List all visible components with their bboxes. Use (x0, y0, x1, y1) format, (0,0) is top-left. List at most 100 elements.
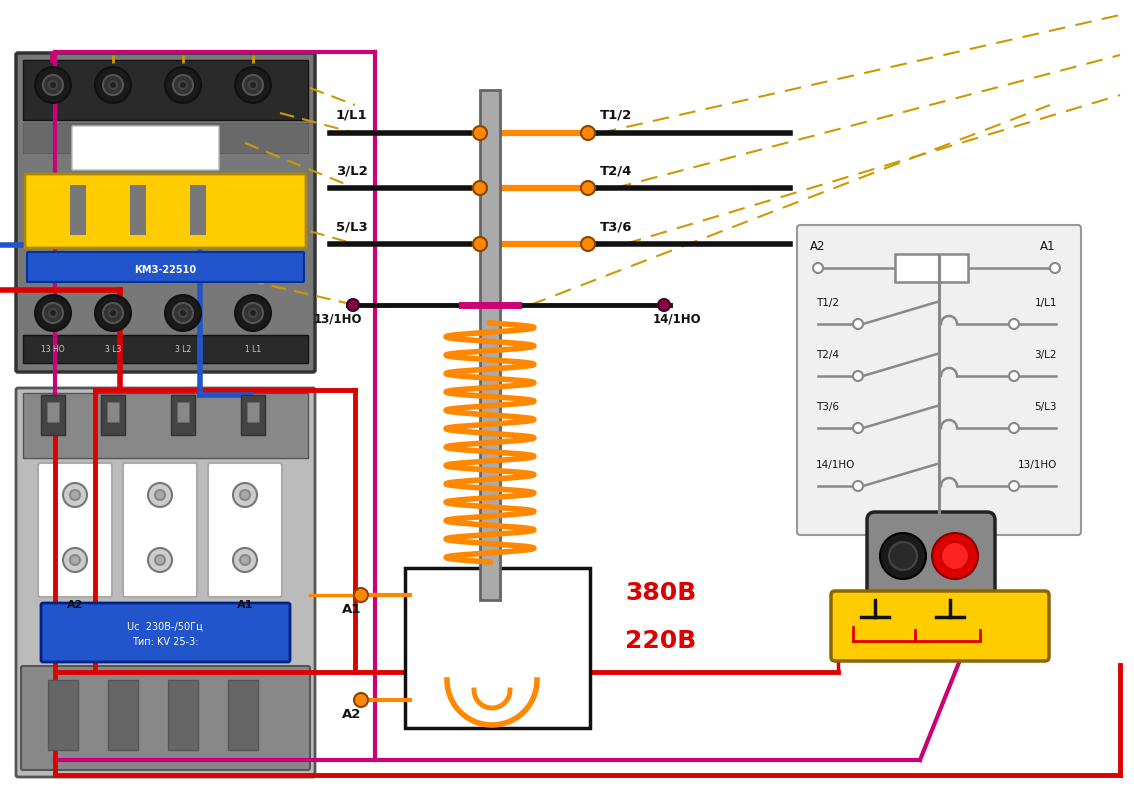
FancyBboxPatch shape (71, 126, 219, 170)
Bar (168, 680, 198, 750)
FancyBboxPatch shape (868, 512, 995, 600)
Circle shape (49, 81, 57, 89)
Circle shape (1009, 319, 1019, 329)
Circle shape (166, 67, 201, 103)
Circle shape (1009, 371, 1019, 381)
Text: T2/4: T2/4 (600, 164, 633, 177)
Circle shape (35, 295, 71, 331)
Circle shape (35, 67, 71, 103)
Text: 14/1HO: 14/1HO (816, 460, 855, 470)
Circle shape (235, 295, 271, 331)
Bar (70, 185, 86, 235)
Text: A2: A2 (342, 708, 362, 721)
Circle shape (347, 299, 359, 311)
Text: A1: A1 (1040, 240, 1055, 253)
Text: Uc  230B-/50Гц: Uc 230B-/50Гц (127, 622, 203, 632)
Circle shape (354, 588, 369, 602)
Circle shape (95, 295, 132, 331)
Circle shape (43, 303, 64, 323)
Circle shape (95, 67, 132, 103)
Bar (108, 680, 138, 750)
Circle shape (853, 319, 863, 329)
Bar (895, 254, 968, 282)
Circle shape (853, 481, 863, 491)
Text: T2/4: T2/4 (816, 350, 839, 360)
Circle shape (1009, 423, 1019, 433)
Text: 13/1HO: 13/1HO (1017, 460, 1057, 470)
Text: 3 L3: 3 L3 (104, 346, 121, 354)
FancyBboxPatch shape (122, 463, 197, 597)
Bar (242, 395, 265, 435)
Bar (130, 185, 146, 235)
Circle shape (109, 81, 117, 89)
Text: 14/1HO: 14/1HO (653, 312, 701, 325)
FancyBboxPatch shape (25, 174, 306, 248)
Circle shape (43, 75, 64, 95)
Text: 3 L2: 3 L2 (175, 346, 192, 354)
Text: 5/L3: 5/L3 (1034, 402, 1057, 412)
Bar (480, 90, 500, 600)
Circle shape (473, 237, 486, 251)
Text: 220В: 220В (625, 629, 696, 653)
Circle shape (354, 693, 369, 707)
Bar (171, 395, 195, 435)
Circle shape (149, 548, 172, 572)
Circle shape (889, 542, 917, 570)
Circle shape (174, 75, 193, 95)
Circle shape (1009, 481, 1019, 491)
Circle shape (249, 81, 257, 89)
Text: 3/L2: 3/L2 (336, 164, 367, 177)
Bar (48, 680, 78, 750)
Circle shape (581, 181, 595, 195)
Text: КМЗ-22510: КМЗ-22510 (134, 265, 196, 275)
FancyBboxPatch shape (16, 53, 315, 372)
Circle shape (149, 483, 172, 507)
Circle shape (166, 295, 201, 331)
Bar (46, 402, 59, 422)
Bar (101, 395, 125, 435)
Circle shape (179, 81, 187, 89)
Circle shape (232, 548, 257, 572)
Circle shape (1050, 263, 1060, 273)
Circle shape (174, 303, 193, 323)
FancyBboxPatch shape (41, 603, 290, 662)
Circle shape (581, 237, 595, 251)
Bar (107, 402, 119, 422)
Text: 1 L1: 1 L1 (245, 346, 261, 354)
Circle shape (70, 490, 81, 500)
Circle shape (109, 309, 117, 317)
Bar (23, 123, 308, 153)
Circle shape (249, 309, 257, 317)
Circle shape (880, 533, 926, 579)
FancyBboxPatch shape (16, 388, 315, 777)
Circle shape (243, 303, 263, 323)
Circle shape (581, 126, 595, 140)
Bar (177, 402, 189, 422)
Circle shape (70, 555, 81, 565)
Circle shape (235, 67, 271, 103)
FancyBboxPatch shape (27, 252, 304, 282)
FancyBboxPatch shape (22, 666, 310, 770)
FancyBboxPatch shape (831, 591, 1049, 661)
Bar (41, 395, 65, 435)
Bar (228, 680, 259, 750)
Circle shape (240, 490, 249, 500)
Circle shape (473, 126, 486, 140)
Circle shape (103, 75, 122, 95)
Circle shape (240, 555, 249, 565)
Text: A2: A2 (67, 600, 83, 610)
FancyBboxPatch shape (39, 463, 112, 597)
Text: T1/2: T1/2 (600, 109, 633, 122)
Bar (23, 335, 308, 363)
Bar (191, 185, 206, 235)
Text: 1/L1: 1/L1 (1034, 298, 1057, 308)
Bar (247, 402, 259, 422)
Circle shape (179, 309, 187, 317)
Bar (405, 568, 590, 728)
Circle shape (853, 423, 863, 433)
Circle shape (813, 263, 823, 273)
Text: 3/L2: 3/L2 (1034, 350, 1057, 360)
Text: T3/6: T3/6 (600, 220, 633, 233)
Bar (23, 393, 308, 458)
FancyBboxPatch shape (797, 225, 1081, 535)
